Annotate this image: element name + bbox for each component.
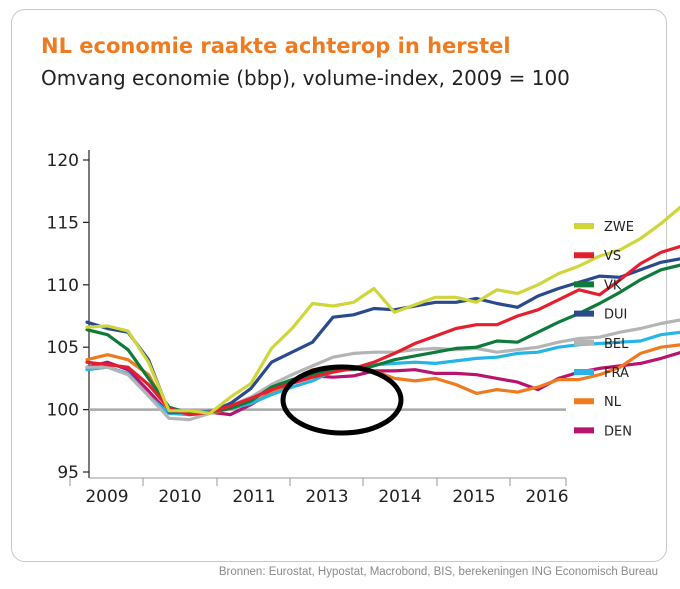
source-note: Bronnen: Eurostat, Hypostat, Macrobond, …: [218, 566, 658, 578]
legend-label-bel: BEL: [604, 337, 629, 352]
y-tick-label: 120: [47, 151, 79, 171]
x-tick-label: 2015: [452, 487, 495, 507]
legend-label-dui: DUI: [604, 308, 627, 323]
legend-label-fra: FRA: [604, 366, 629, 381]
chart-card: [11, 9, 667, 562]
legend-label-vs: VS: [604, 249, 621, 264]
legend-label-zwe: ZWE: [604, 220, 634, 235]
series-line-bel: [85, 318, 680, 422]
legend-label-nl: NL: [604, 395, 622, 410]
chart-title: NL economie raakte achterop in herstel: [41, 34, 511, 58]
chart-subtitle: Omvang economie (bbp), volume-index, 200…: [41, 66, 570, 90]
annotation-ellipse: [280, 364, 404, 436]
x-tick-label: 2010: [158, 487, 201, 507]
x-tick-label: 2011: [232, 487, 275, 507]
legend-label-den: DEN: [604, 424, 632, 439]
y-tick-label: 110: [47, 276, 79, 296]
x-tick-label: 2009: [85, 487, 128, 507]
x-tick-label: 2016: [525, 487, 568, 507]
y-tick-label: 100: [47, 401, 79, 421]
y-tick-label: 105: [47, 338, 79, 358]
x-tick-label: 2013: [305, 487, 348, 507]
x-tick-label: 2014: [378, 487, 421, 507]
y-tick-label: 95: [57, 463, 79, 483]
series-line-vs: [85, 244, 680, 417]
y-tick-label: 115: [47, 213, 79, 233]
legend-label-vk: VK: [604, 278, 622, 293]
series-line-zwe: [85, 205, 680, 415]
